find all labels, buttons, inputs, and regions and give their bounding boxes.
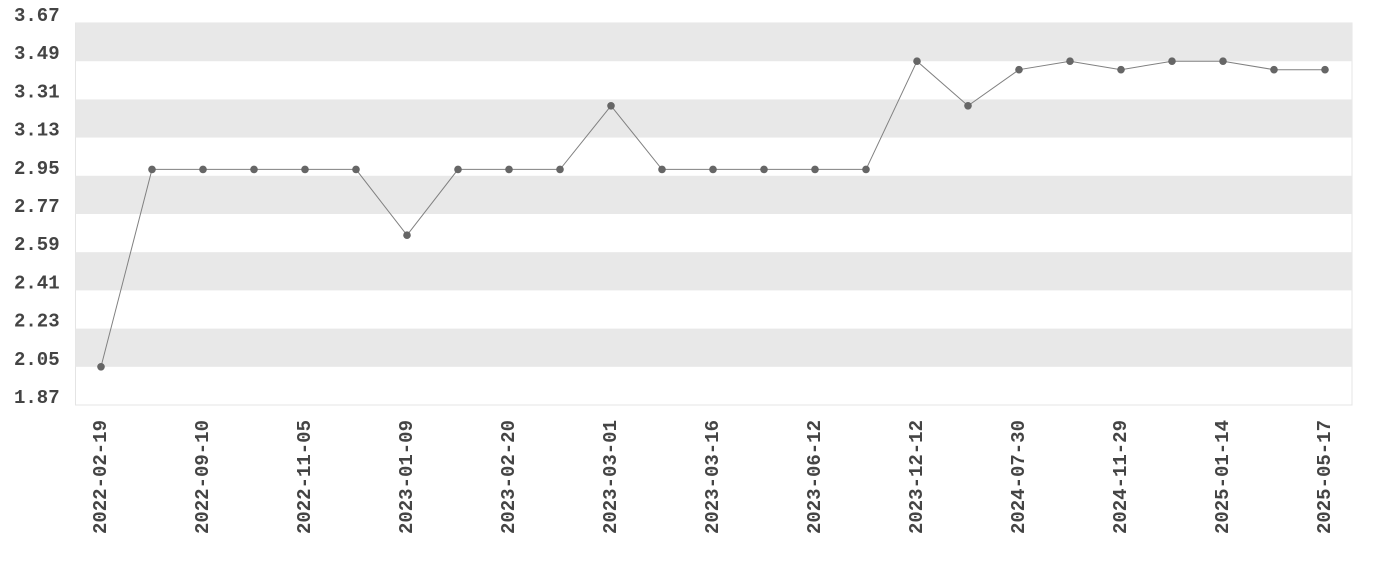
point (505, 165, 513, 174)
x-tick-label: 2023-12-12 (906, 420, 928, 534)
point (913, 57, 921, 65)
point (1066, 57, 1074, 65)
y-tick-label: 3.13 (14, 120, 60, 142)
point (454, 165, 462, 174)
point (964, 101, 972, 110)
grid-band (75, 252, 1352, 291)
plot-background (75, 22, 1353, 406)
point (403, 231, 411, 240)
y-tick-label: 2.41 (14, 272, 60, 294)
x-tick-label: 2022-11-05 (294, 420, 316, 534)
point (1015, 65, 1023, 74)
point (301, 165, 309, 174)
point (148, 165, 156, 174)
x-tick-label: 2023-03-01 (600, 420, 622, 534)
grid-band (75, 23, 1352, 62)
y-tick-label: 1.87 (14, 387, 60, 409)
point (811, 165, 819, 174)
x-tick-label: 2024-11-29 (1110, 420, 1132, 534)
point (556, 165, 564, 174)
point (250, 165, 258, 174)
x-tick-label: 2023-01-09 (396, 420, 418, 534)
point (1321, 65, 1329, 74)
point (658, 165, 666, 174)
point (862, 165, 870, 174)
x-tick-label: 2023-02-20 (498, 420, 520, 534)
y-tick-label: 2.23 (14, 311, 60, 333)
point (97, 363, 105, 371)
point (607, 101, 615, 110)
point (352, 165, 360, 174)
x-tick-label: 2022-09-10 (192, 420, 214, 534)
point (199, 165, 207, 174)
y-tick-label: 2.59 (14, 234, 60, 256)
point (1219, 57, 1227, 65)
x-tick-label: 2025-01-14 (1212, 420, 1234, 534)
grid-band (75, 175, 1352, 214)
x-tick-label: 2025-05-17 (1314, 420, 1336, 534)
point (760, 165, 768, 174)
point (1168, 57, 1176, 65)
y-tick-label: 3.67 (14, 5, 60, 27)
grid-band (75, 328, 1352, 367)
grid-band (75, 99, 1352, 138)
x-tick-label: 2023-06-12 (804, 420, 826, 534)
point (709, 165, 717, 174)
y-tick-label: 3.49 (14, 43, 60, 65)
y-tick-label: 2.95 (14, 158, 60, 180)
y-tick-label: 2.77 (14, 196, 60, 218)
x-tick-label: 2022-02-19 (90, 420, 112, 534)
y-tick-label: 3.31 (14, 81, 60, 103)
point (1117, 65, 1125, 74)
y-tick-label: 2.05 (14, 349, 60, 371)
x-tick-label: 2024-07-30 (1008, 420, 1030, 534)
point (1270, 65, 1278, 74)
x-tick-label: 2023-03-16 (702, 420, 724, 534)
